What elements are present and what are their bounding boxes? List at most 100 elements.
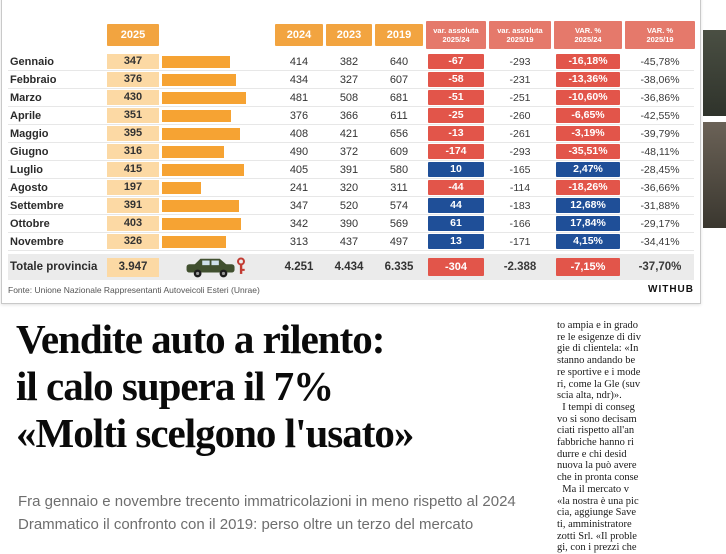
var-pct-2025-24: 2,47% [556, 162, 620, 177]
total-var-pct-24: -7,15% [556, 258, 620, 276]
value-2025: 395 [107, 126, 159, 141]
var-pct-2025-24: -18,26% [556, 180, 620, 195]
value-2024: 408 [289, 127, 309, 140]
total-2019: 6.335 [384, 261, 414, 273]
article-right-column: to ampia e in grado re le esigenze di div… [557, 320, 654, 554]
source-note: Fonte: Unione Nazionale Rappresentanti A… [8, 284, 260, 295]
bar [162, 73, 236, 86]
value-2024: 405 [289, 163, 309, 176]
total-2023: 4.434 [334, 261, 364, 273]
article-text-line: Ma il mercato v [557, 483, 630, 495]
var-abs-2025-19: -231 [509, 73, 531, 86]
value-2025: 347 [107, 54, 159, 69]
withub-logo: WITHUB [648, 284, 694, 295]
article-text-line: re le esigenze di div [557, 331, 641, 343]
article-text-line: cia, aggiunge Save [557, 507, 637, 519]
var-pct-2025-19: -39,79% [640, 127, 680, 140]
table-row: Maggio 395 408 421 656 -13 -261 -3,19% -… [8, 125, 694, 143]
adjacent-page-photo-top [703, 30, 726, 116]
var-abs-2025-24: -13 [428, 126, 484, 141]
total-var-abs-24: -304 [428, 258, 484, 276]
value-2024: 342 [289, 217, 309, 230]
value-2024: 313 [289, 235, 309, 248]
table-body: Gennaio 347 414 382 640 -67 -293 -16,18%… [8, 53, 694, 251]
value-2025: 351 [107, 108, 159, 123]
var-pct-2025-19: -29,17% [640, 217, 680, 230]
bar [162, 235, 227, 248]
value-2019: 656 [389, 127, 409, 140]
article-text-line: re sportive e i mode [557, 366, 641, 378]
value-2025: 430 [107, 90, 159, 105]
var-abs-2025-24: -44 [428, 180, 484, 195]
value-2023: 366 [339, 109, 359, 122]
var-pct-2025-19: -31,88% [640, 199, 680, 212]
var-pct-2025-24: 17,84% [556, 216, 620, 231]
value-2024: 347 [289, 199, 309, 212]
headline-line-1: Vendite auto a rilento: [16, 316, 385, 362]
value-2025: 316 [107, 144, 159, 159]
article-subhead: Fra gennaio e novembre trecento immatric… [18, 490, 543, 536]
table-row: Novembre 326 313 437 497 13 -171 4,15% -… [8, 233, 694, 251]
article-text-line: stanno andando be [557, 355, 636, 367]
value-2019: 311 [390, 181, 408, 194]
value-2019: 640 [389, 55, 409, 68]
registrations-table-card: IMMATRICOLAZIONI IN PROVINCIA DI BELLUNO… [1, 0, 701, 304]
var-abs-2025-19: -166 [509, 217, 531, 230]
total-2024: 4.251 [284, 261, 314, 273]
var-pct-2025-24: -10,60% [556, 90, 620, 105]
bar-cell [162, 73, 272, 86]
header-2025: 2025 [107, 24, 159, 46]
bar [162, 127, 240, 140]
var-abs-2025-24: -67 [428, 54, 484, 69]
value-2024: 481 [289, 91, 309, 104]
value-2025: 376 [107, 72, 159, 87]
article-text-line: ri, come la Gle (suv [557, 378, 641, 390]
var-pct-2025-24: 4,15% [556, 234, 620, 249]
value-2023: 390 [339, 217, 359, 230]
row-label: Febbraio [10, 73, 57, 86]
value-2019: 580 [389, 163, 409, 176]
var-pct-2025-19: -28,45% [640, 163, 680, 176]
value-2023: 520 [339, 199, 359, 212]
article-text-line: I tempi di conseg [557, 401, 635, 413]
row-label: Novembre [10, 235, 64, 248]
var-pct-2025-24: 12,68% [556, 198, 620, 213]
value-2025: 415 [107, 162, 159, 177]
bar [162, 199, 239, 212]
var-abs-2025-19: -251 [509, 91, 531, 104]
article-text-line: «la nostra è una pic [557, 495, 639, 507]
header-var-pct-19: VAR. % 2025/19 [625, 21, 695, 49]
header-var-abs-24: var. assoluta 2025/24 [426, 21, 486, 49]
row-label: Maggio [10, 127, 49, 140]
var-abs-2025-24: 13 [428, 234, 484, 249]
headline-line-2: il calo supera il 7% [16, 363, 334, 409]
source-row: Fonte: Unione Nazionale Rappresentanti A… [8, 284, 694, 295]
article-text-line: che in pronta conse [557, 472, 639, 484]
var-pct-2025-24: -35,51% [556, 144, 620, 159]
table-row: Luglio 415 405 391 580 10 -165 2,47% -28… [8, 161, 694, 179]
table-row: Marzo 430 481 508 681 -51 -251 -10,60% -… [8, 89, 694, 107]
bar [162, 109, 231, 122]
header-var-pct-24: VAR. % 2025/24 [554, 21, 622, 49]
value-2024: 241 [289, 181, 309, 194]
value-2025: 391 [107, 198, 159, 213]
value-2019: 611 [390, 109, 408, 122]
bar-cell [162, 55, 272, 68]
value-2025: 326 [107, 234, 159, 249]
bar [162, 145, 225, 158]
article-text-line: nuova la può avere [557, 460, 637, 472]
header-2024: 2024 [275, 24, 323, 46]
article-text-line: zotti Srl. «Il proble [557, 530, 637, 542]
total-var-abs-19: -2.388 [503, 261, 537, 273]
article-text-line: gie di clientela: «In [557, 343, 639, 355]
table-row: Settembre 391 347 520 574 44 -183 12,68%… [8, 197, 694, 215]
table-title: IMMATRICOLAZIONI IN PROVINCIA DI BELLUNO [8, 0, 694, 3]
value-2025: 197 [107, 180, 159, 195]
var-abs-2025-19: -183 [509, 199, 531, 212]
table-row: Giugno 316 490 372 609 -174 -293 -35,51%… [8, 143, 694, 161]
value-2023: 421 [339, 127, 359, 140]
var-abs-2025-24: -174 [428, 144, 484, 159]
bar-cell [162, 235, 272, 248]
bar-cell [162, 163, 272, 176]
value-2023: 382 [339, 55, 359, 68]
